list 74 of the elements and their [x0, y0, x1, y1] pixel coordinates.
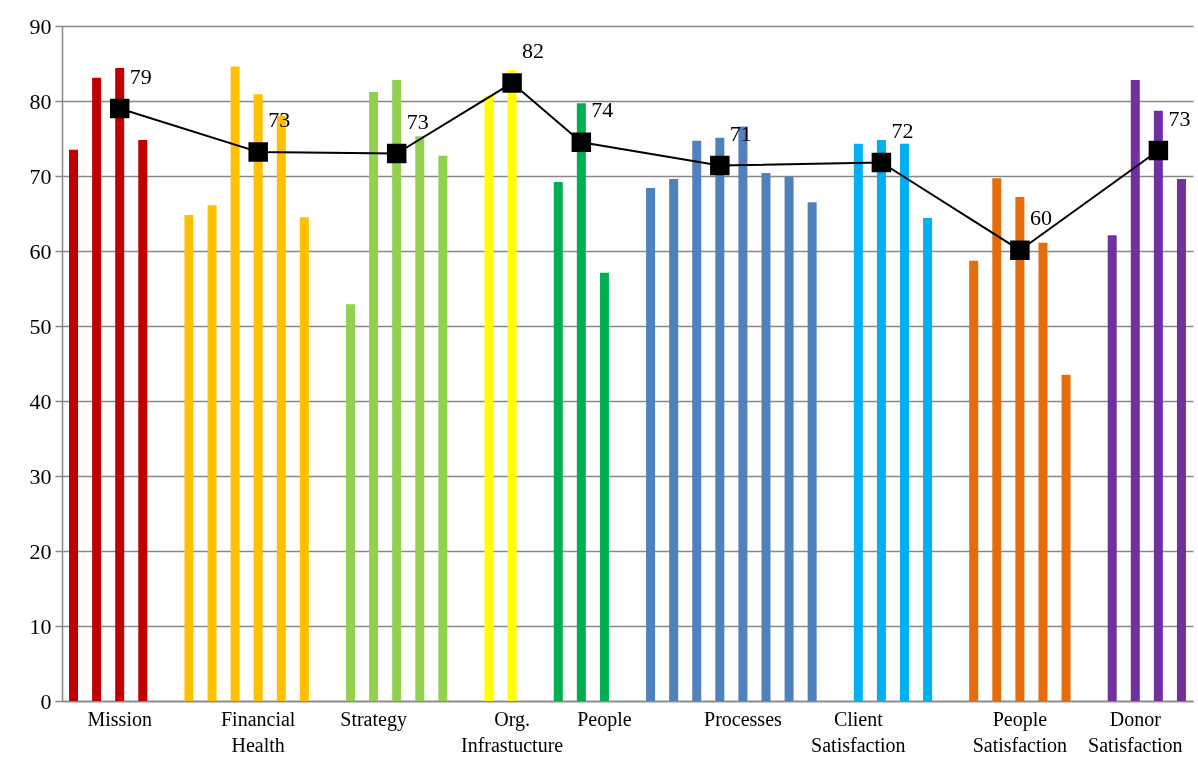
bar: [1176, 179, 1186, 701]
bar: [346, 304, 356, 701]
data-label: 73: [1168, 105, 1191, 131]
bar: [69, 149, 79, 701]
bar: [576, 103, 586, 701]
data-label: 82: [522, 38, 545, 63]
bar: [438, 155, 448, 701]
bar: [969, 260, 979, 701]
data-label: 72: [891, 117, 914, 143]
x-tick-label: People: [577, 707, 632, 731]
bar: [484, 95, 494, 701]
bar: [1061, 374, 1071, 701]
y-tick-label: 0: [40, 688, 52, 714]
point: [710, 155, 730, 176]
bar: [599, 272, 609, 701]
bar: [1130, 80, 1140, 701]
bar: [369, 92, 379, 701]
point: [1148, 140, 1169, 161]
y-tick-label: 90: [29, 13, 52, 39]
y-tick-label: 80: [29, 88, 52, 114]
bar: [553, 182, 563, 701]
bar: [115, 68, 125, 701]
bar: [876, 140, 886, 701]
bar: [138, 140, 148, 701]
bar: [646, 188, 656, 701]
y-tick-label: 70: [29, 163, 52, 189]
bar: [1107, 235, 1117, 701]
x-tick-label: Org. Infrastucture: [461, 707, 564, 756]
bar: [1015, 197, 1025, 701]
y-tick-label: 50: [29, 313, 52, 339]
bar: [899, 143, 909, 701]
bar: [207, 205, 217, 701]
bar: [1153, 110, 1163, 701]
bar: [92, 77, 102, 701]
bar: [1038, 242, 1048, 701]
y-tick-label: 10: [29, 613, 52, 639]
bar: [992, 178, 1002, 701]
data-label: 79: [129, 63, 152, 89]
bar: [761, 173, 771, 701]
bar: [853, 143, 863, 701]
x-tick-label: Processes: [704, 707, 783, 730]
x-tick-label: People Satisfaction: [972, 707, 1068, 756]
bar: [184, 215, 194, 701]
x-tick-label: Mission: [87, 707, 152, 730]
bar: [415, 136, 425, 701]
data-label: 74: [591, 97, 614, 123]
bar: [807, 202, 817, 701]
bar: [692, 140, 702, 701]
point: [571, 132, 592, 152]
point: [109, 98, 130, 119]
bar: [923, 218, 933, 701]
point: [871, 152, 892, 173]
x-tick-label: Financial Health: [220, 707, 296, 756]
bar: [230, 66, 240, 701]
x-tick-label: Client Satisfaction: [811, 707, 906, 756]
x-tick-label: Strategy: [340, 707, 407, 731]
point: [248, 142, 268, 162]
bar: [392, 80, 402, 701]
point: [1010, 240, 1030, 260]
x-tick-label: Donor Satisfaction: [1088, 707, 1183, 756]
data-label: 60: [1029, 205, 1052, 231]
bar: [507, 70, 517, 701]
bar: [253, 94, 263, 701]
bar: [715, 137, 725, 701]
bar: [299, 217, 309, 701]
bar: [669, 179, 679, 701]
point: [386, 143, 407, 164]
y-tick-label: 40: [29, 388, 52, 414]
point: [502, 73, 522, 93]
bar: [784, 176, 794, 701]
data-label: 73: [406, 108, 429, 134]
y-tick-label: 60: [29, 238, 52, 264]
y-tick-label: 30: [29, 463, 52, 489]
y-tick-label: 20: [29, 538, 52, 564]
